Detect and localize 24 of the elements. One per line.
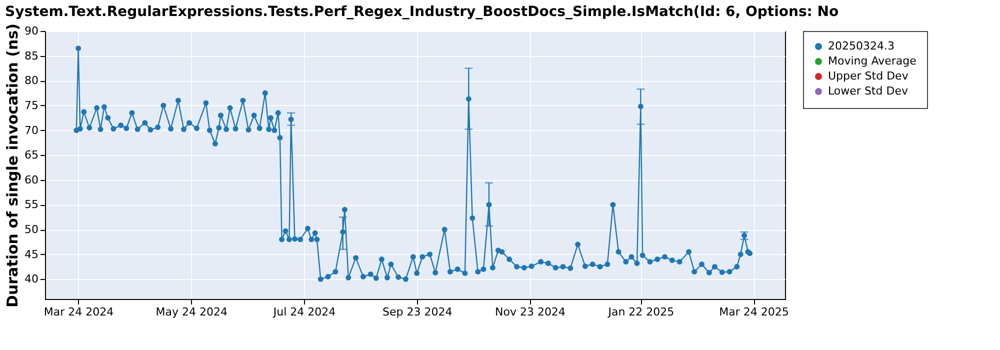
x-tick-label: Jul 24 2024: [272, 306, 336, 318]
y-tick-label: 75: [24, 98, 38, 112]
y-tick-label: 60: [24, 173, 38, 186]
legend-label: Upper Std Dev: [828, 70, 909, 82]
y-tick-label: 90: [24, 24, 38, 38]
x-tick-label: Mar 24 2025: [719, 306, 789, 318]
y-tick-label: 80: [24, 74, 38, 88]
legend-label: Lower Std Dev: [828, 84, 908, 98]
x-tick-label: Nov 23 2024: [494, 306, 566, 318]
x-tick-label: May 24 2024: [156, 306, 228, 318]
y-tick-label: 55: [24, 198, 38, 212]
x-tick-label: Jan 22 2025: [607, 306, 674, 318]
y-tick-label: 85: [24, 49, 38, 62]
legend-label: Moving Average: [828, 54, 917, 68]
chart-title: System.Text.RegularExpressions.Tests.Perf_Regex_Industry_BoostDocs_Simple.IsMatch(Id: 6, Options: No: [5, 4, 839, 20]
x-tick-label: Mar 24 2024: [44, 306, 114, 318]
legend-label: 20250324.3: [828, 40, 894, 52]
y-tick-label: 70: [24, 124, 38, 137]
x-tick-label: Sep 23 2024: [382, 306, 452, 318]
y-tick-label: 45: [24, 248, 38, 261]
y-tick-label: 50: [24, 223, 38, 236]
y-tick-label: 40: [24, 272, 38, 286]
y-axis-title: Duration of single invocation (ns): [4, 24, 22, 308]
y-tick-label: 65: [24, 148, 38, 162]
